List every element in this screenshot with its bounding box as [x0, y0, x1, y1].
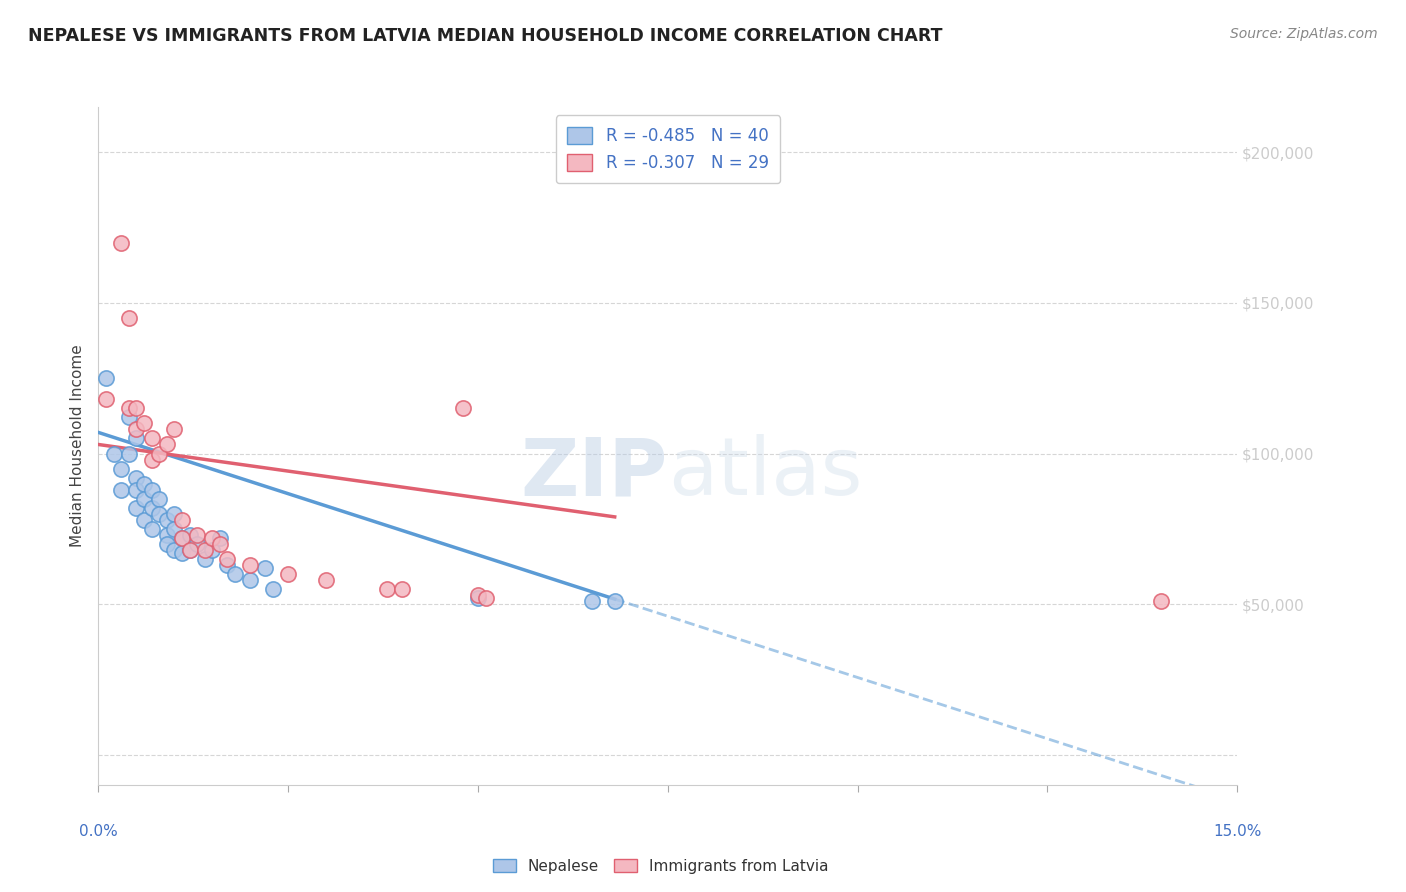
- Point: [156, 437, 179, 451]
- Point: [170, 531, 193, 545]
- Point: [179, 528, 201, 542]
- Point: [94, 371, 117, 385]
- Point: [467, 591, 489, 606]
- Point: [132, 417, 155, 431]
- Point: [156, 528, 179, 542]
- Point: [141, 522, 163, 536]
- Point: [217, 558, 239, 572]
- Point: [375, 582, 398, 596]
- Point: [132, 491, 155, 506]
- Point: [391, 582, 413, 596]
- Point: [315, 573, 337, 587]
- Point: [194, 543, 217, 558]
- Point: [148, 507, 170, 521]
- Point: [239, 558, 262, 572]
- Point: [132, 513, 155, 527]
- Point: [474, 591, 496, 606]
- Point: [163, 522, 186, 536]
- Point: [163, 507, 186, 521]
- Point: [125, 483, 148, 497]
- Text: NEPALESE VS IMMIGRANTS FROM LATVIA MEDIAN HOUSEHOLD INCOME CORRELATION CHART: NEPALESE VS IMMIGRANTS FROM LATVIA MEDIA…: [28, 27, 942, 45]
- Point: [170, 546, 193, 560]
- Point: [239, 573, 262, 587]
- Text: ZIP: ZIP: [520, 434, 668, 512]
- Point: [170, 531, 193, 545]
- Point: [262, 582, 284, 596]
- Point: [208, 537, 231, 551]
- Legend: R = -0.485   N = 40, R = -0.307   N = 29: R = -0.485 N = 40, R = -0.307 N = 29: [555, 115, 780, 184]
- Point: [1150, 594, 1173, 608]
- Point: [148, 446, 170, 460]
- Point: [118, 410, 141, 425]
- Point: [141, 500, 163, 515]
- Point: [186, 528, 208, 542]
- Point: [170, 513, 193, 527]
- Point: [581, 594, 603, 608]
- Point: [103, 446, 125, 460]
- Point: [201, 543, 224, 558]
- Point: [156, 537, 179, 551]
- Text: 0.0%: 0.0%: [79, 824, 118, 838]
- Point: [451, 401, 474, 416]
- Point: [141, 483, 163, 497]
- Point: [277, 567, 299, 582]
- Point: [217, 552, 239, 566]
- Point: [179, 543, 201, 558]
- Point: [118, 310, 141, 325]
- Legend: Nepalese, Immigrants from Latvia: Nepalese, Immigrants from Latvia: [486, 853, 835, 880]
- Point: [118, 446, 141, 460]
- Point: [125, 470, 148, 484]
- Point: [148, 491, 170, 506]
- Point: [110, 235, 132, 250]
- Text: Source: ZipAtlas.com: Source: ZipAtlas.com: [1230, 27, 1378, 41]
- Point: [163, 543, 186, 558]
- Point: [194, 552, 217, 566]
- Point: [163, 422, 186, 436]
- Point: [467, 588, 489, 602]
- Point: [125, 422, 148, 436]
- Point: [125, 500, 148, 515]
- Point: [118, 401, 141, 416]
- Point: [132, 476, 155, 491]
- Point: [603, 594, 626, 608]
- Point: [208, 531, 231, 545]
- Text: atlas: atlas: [668, 434, 862, 512]
- Point: [94, 392, 117, 407]
- Point: [141, 452, 163, 467]
- Point: [125, 401, 148, 416]
- Point: [125, 432, 148, 446]
- Point: [110, 461, 132, 475]
- Y-axis label: Median Household Income: Median Household Income: [69, 344, 84, 548]
- Point: [141, 432, 163, 446]
- Point: [156, 513, 179, 527]
- Point: [186, 537, 208, 551]
- Text: 15.0%: 15.0%: [1213, 824, 1261, 838]
- Point: [110, 483, 132, 497]
- Point: [224, 567, 246, 582]
- Point: [201, 531, 224, 545]
- Point: [254, 561, 277, 575]
- Point: [179, 543, 201, 558]
